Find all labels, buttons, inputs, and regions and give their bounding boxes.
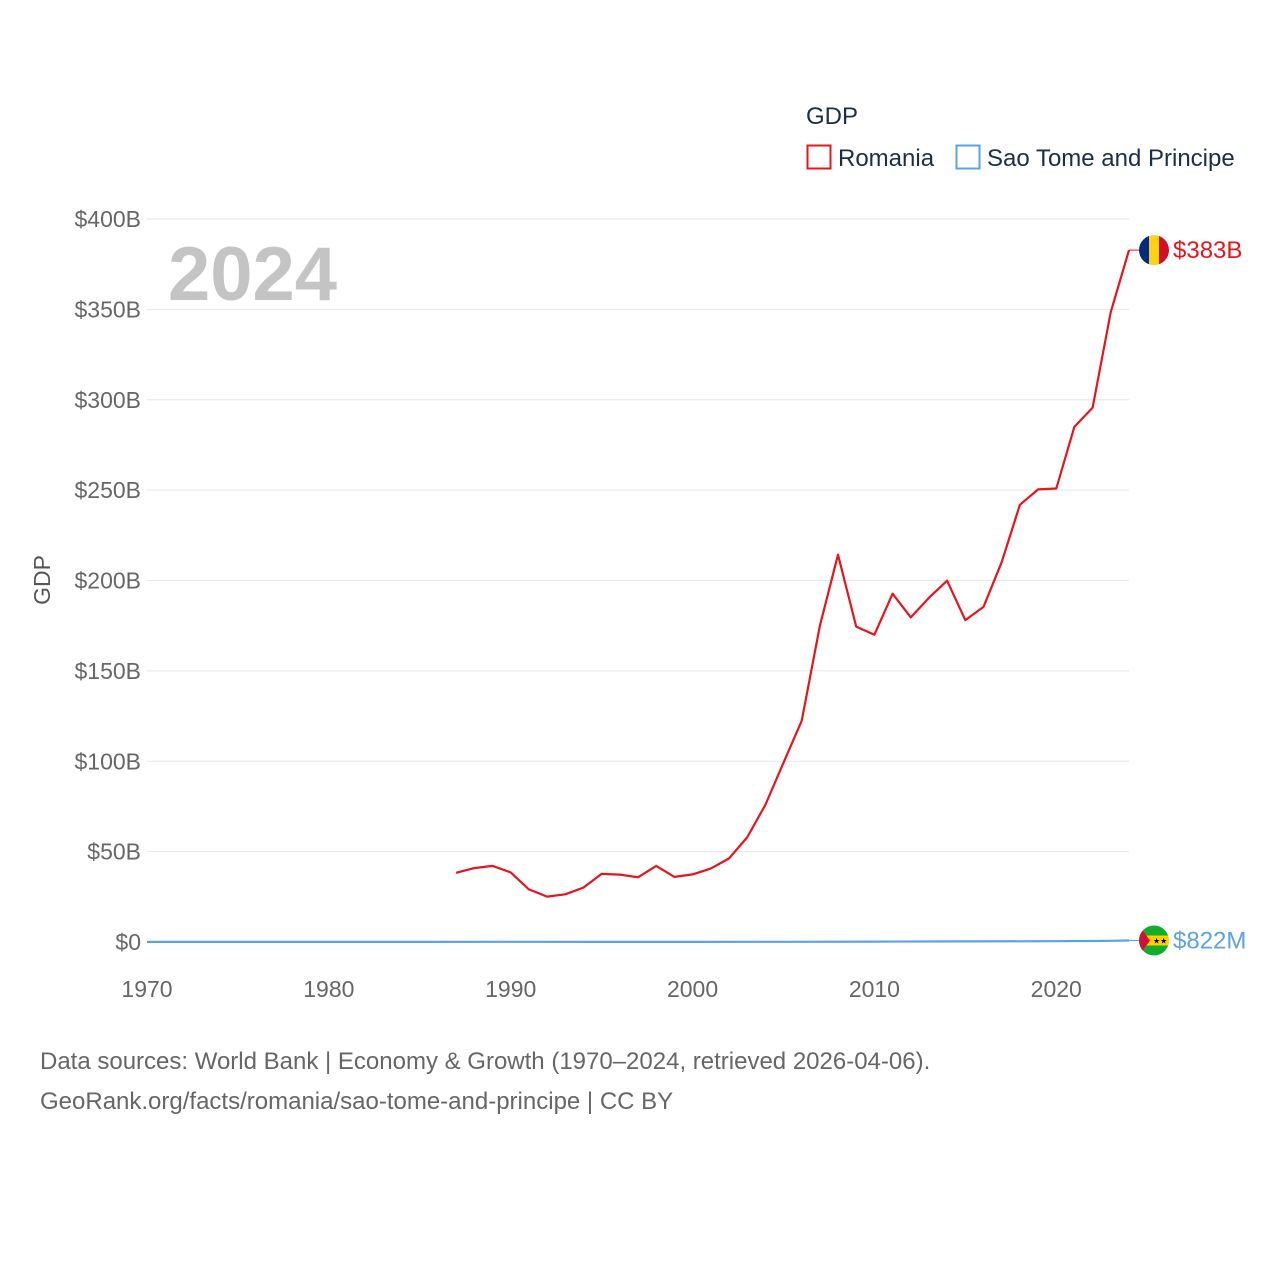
y-tick-label: $300B [74, 387, 141, 413]
y-tick-label: $350B [74, 296, 141, 322]
legend-swatch-sao-tome-and-principe [955, 144, 981, 170]
x-tick-label: 1970 [121, 976, 172, 1002]
y-tick-label: $100B [74, 748, 141, 774]
data-source-footer: Data sources: World Bank | Economy & Gro… [40, 1042, 1240, 1122]
x-tick-label: 2000 [667, 976, 718, 1002]
legend-item-romania[interactable]: Romania [806, 144, 935, 172]
gdp-line-chart: $0 $50B $100B $150B $200B $250B $300B $350B $400… [29, 103, 1246, 1002]
y-axis-label: GDP [29, 555, 55, 605]
svg-text:★★: ★★ [1153, 937, 1167, 946]
series-line-romania [455, 249, 1131, 898]
sao-tome-and-principe-end-value: $822M [1173, 928, 1246, 955]
romania-flag-icon [1139, 235, 1169, 266]
year-watermark: 2024 [168, 232, 337, 317]
romania-end-marker: $383B [1129, 235, 1242, 266]
legend-label-sao-tome-and-principe: Sao Tome and Principe [987, 145, 1235, 172]
sao-tome-and-principe-flag-icon: ★★ [1139, 925, 1169, 956]
y-tick-label: $200B [74, 568, 141, 594]
y-tick-label: $50B [87, 839, 141, 865]
legend-item-sao-tome-and-principe[interactable]: Sao Tome and Principe [955, 144, 1235, 172]
legend-title: GDP [806, 103, 858, 130]
x-axis-ticks: 1970 1980 1990 2000 2010 2020 [121, 976, 1081, 1002]
legend: GDP Romania Sao Tome and Principe [806, 103, 1235, 172]
source-line: Data sources: World Bank | Economy & Gro… [40, 1048, 931, 1075]
x-tick-label: 2010 [849, 976, 900, 1002]
source-url-line: GeoRank.org/facts/romania/sao-tome-and-p… [40, 1088, 674, 1115]
x-tick-label: 1990 [485, 976, 536, 1002]
romania-end-value: $383B [1173, 237, 1242, 264]
y-axis-ticks: $0 $50B $100B $150B $200B $250B $300B $350B $400… [74, 206, 141, 955]
x-tick-label: 1980 [303, 976, 354, 1002]
legend-label-romania: Romania [838, 145, 935, 172]
legend-swatch-romania [806, 144, 832, 170]
gridlines [147, 218, 1129, 853]
series-line-sao-tome-and-principe [147, 939, 1130, 944]
y-tick-label: $250B [74, 477, 141, 503]
y-tick-label: $0 [115, 929, 141, 955]
x-tick-label: 2020 [1031, 976, 1082, 1002]
sao-tome-and-principe-end-marker: ★★ $822M [1129, 925, 1246, 956]
y-tick-label: $150B [74, 658, 141, 684]
y-tick-label: $400B [74, 206, 141, 232]
series-lines [147, 249, 1131, 944]
